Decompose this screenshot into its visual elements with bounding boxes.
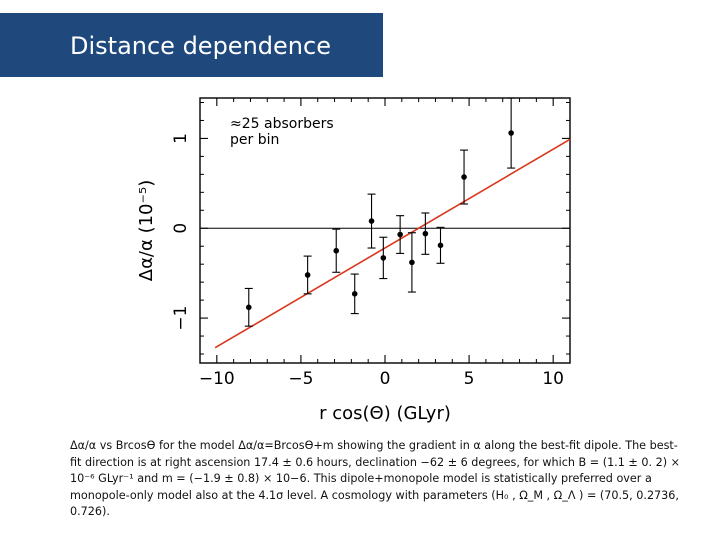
data-point xyxy=(333,247,340,254)
y-tick-label: −1 xyxy=(171,306,191,331)
slide-title: Distance dependence xyxy=(70,32,331,60)
x-axis-label: r cos(Θ) (GLyr) xyxy=(319,403,451,424)
data-point xyxy=(409,259,415,266)
data-point xyxy=(245,304,252,311)
x-tick-label: 0 xyxy=(380,369,391,389)
data-point xyxy=(437,242,444,249)
figure-caption: Δα/α vs Brcosϴ for the model Δα/α=Brcosϴ… xyxy=(70,439,680,518)
x-tick-label: −10 xyxy=(199,369,235,389)
fit-line xyxy=(214,138,571,349)
data-point xyxy=(508,130,514,136)
title-bar: Distance dependence xyxy=(0,13,383,77)
annotation-text: per bin xyxy=(230,132,279,148)
x-tick-label: 5 xyxy=(464,369,475,389)
x-tick-label: 10 xyxy=(542,369,564,389)
y-axis-label: Δα/α (10⁻⁵) xyxy=(136,180,157,282)
y-tick-label: 0 xyxy=(171,223,191,234)
data-point xyxy=(304,272,311,278)
data-point xyxy=(368,218,375,224)
data-point xyxy=(422,230,429,237)
data-point xyxy=(351,291,358,297)
data-point xyxy=(397,231,403,238)
annotation-text: ≈25 absorbers xyxy=(230,116,334,132)
x-tick-label: −5 xyxy=(288,369,313,389)
data-point xyxy=(461,174,467,180)
data-point xyxy=(380,255,387,261)
y-tick-label: 1 xyxy=(171,133,191,144)
